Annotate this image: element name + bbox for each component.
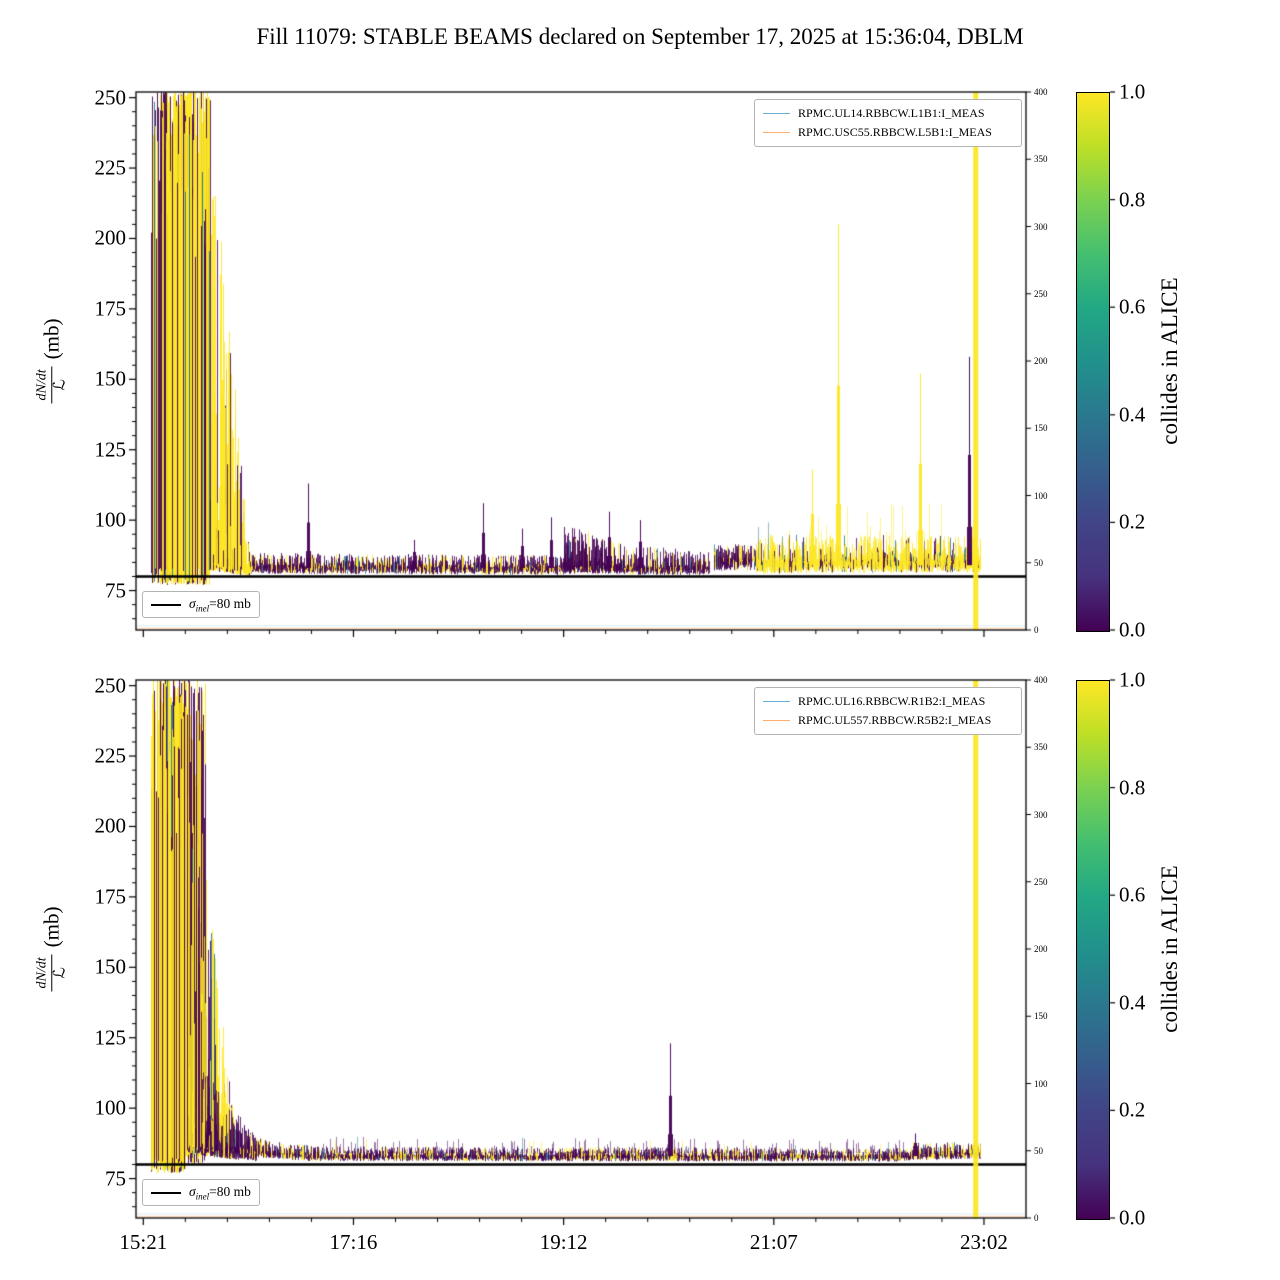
colorbar-bottom bbox=[1076, 680, 1110, 1220]
x-tick-label: 15:21 bbox=[119, 1230, 168, 1254]
legend-entry-label: RPMC.UL14.RBBCW.L1B1:I_MEAS bbox=[798, 106, 985, 120]
right-axis-tick-label: 200 bbox=[1034, 944, 1048, 954]
colorbar-label-bottom: collides in ALICE bbox=[1157, 865, 1182, 1033]
colorbar-tick-label: 0.8 bbox=[1119, 187, 1146, 212]
sigma-legend: σinel=80 mb bbox=[142, 1179, 260, 1206]
measurement-legend: RPMC.UL16.RBBCW.R1B2:I_MEAS RPMC.UL557.RB… bbox=[754, 687, 1022, 735]
figure-title: Fill 11079: STABLE BEAMS declared on Sep… bbox=[256, 24, 1024, 49]
measurement-legend: RPMC.UL14.RBBCW.L1B1:I_MEAS RPMC.USC55.RB… bbox=[754, 99, 1022, 147]
sigma-legend-row: σinel=80 mb bbox=[151, 1184, 251, 1201]
legend-entry: RPMC.UL16.RBBCW.R1B2:I_MEAS bbox=[763, 692, 1013, 711]
right-axis-tick-label: 50 bbox=[1034, 1145, 1043, 1156]
colorbar-tick-label: 0.0 bbox=[1119, 617, 1146, 642]
y-tick-label: 200 bbox=[94, 225, 127, 250]
sigma-line-sample-icon bbox=[151, 1191, 181, 1194]
colorbar-tick-label: 0.8 bbox=[1119, 775, 1146, 800]
y-tick-label: 100 bbox=[94, 507, 127, 532]
right-axis-tick-label: 400 bbox=[1034, 675, 1048, 685]
right-axis-tick-label: 0 bbox=[1034, 1213, 1039, 1223]
y-axis-numerator: dN/dt bbox=[34, 954, 52, 992]
colorbar-tick-label: 0.0 bbox=[1119, 1205, 1146, 1230]
x-tick-label: 19:12 bbox=[539, 1230, 588, 1254]
y-tick-label: 100 bbox=[94, 1095, 127, 1120]
right-axis-tick-label: 0 bbox=[1034, 625, 1039, 635]
y-tick-label: 175 bbox=[94, 884, 127, 909]
colorbar-tick-label: 0.2 bbox=[1119, 1097, 1146, 1122]
right-axis-tick-label: 300 bbox=[1034, 809, 1048, 820]
legend-line-sample-icon bbox=[763, 113, 790, 114]
y-tick-label: 150 bbox=[94, 366, 127, 391]
y-tick-label: 225 bbox=[94, 743, 127, 768]
x-tick-label: 23:02 bbox=[960, 1230, 1008, 1254]
colorbar-tick-label: 0.6 bbox=[1119, 294, 1146, 319]
y-tick-label: 200 bbox=[94, 813, 127, 838]
y-tick-label: 225 bbox=[94, 155, 127, 180]
y-tick-label: 125 bbox=[94, 437, 127, 462]
legend-entry-label: RPMC.UL16.RBBCW.R1B2:I_MEAS bbox=[798, 694, 986, 708]
sigma-line-sample-icon bbox=[151, 603, 181, 606]
y-tick-label: 175 bbox=[94, 296, 127, 321]
right-axis-tick-label: 350 bbox=[1034, 154, 1048, 165]
legend-line-sample-icon bbox=[763, 132, 790, 133]
colorbar-tick-label: 0.2 bbox=[1119, 509, 1146, 534]
colorbar-tick-label: 0.6 bbox=[1119, 882, 1146, 907]
y-tick-label: 250 bbox=[94, 85, 127, 110]
colorbar-label-top: collides in ALICE bbox=[1157, 277, 1182, 445]
colorbar-tick-label: 0.4 bbox=[1119, 990, 1146, 1015]
y-tick-label: 150 bbox=[94, 954, 127, 979]
legend-line-sample-icon bbox=[763, 701, 790, 702]
right-axis-tick-label: 50 bbox=[1034, 557, 1043, 568]
right-axis-tick-label: 250 bbox=[1034, 288, 1048, 299]
y-tick-label: 125 bbox=[94, 1025, 127, 1050]
right-axis-tick-label: 300 bbox=[1034, 221, 1048, 232]
colorbar-tick-label: 1.0 bbox=[1119, 667, 1146, 692]
right-axis-tick-label: 150 bbox=[1034, 423, 1048, 434]
right-axis-tick-label: 150 bbox=[1034, 1011, 1048, 1022]
right-axis-tick-label: 350 bbox=[1034, 742, 1048, 753]
colorbar-top bbox=[1076, 92, 1110, 632]
sigma-label: σinel=80 mb bbox=[189, 595, 251, 614]
y-tick-label: 75 bbox=[105, 1166, 126, 1191]
legend-entry: RPMC.USC55.RBBCW.L5B1:I_MEAS bbox=[763, 123, 1013, 142]
legend-entry-label: RPMC.UL557.RBBCW.R5B2:I_MEAS bbox=[798, 713, 992, 727]
y-axis-unit: (mb) bbox=[39, 906, 64, 948]
y-tick-label: 250 bbox=[94, 673, 127, 698]
sigma-legend-row: σinel=80 mb bbox=[151, 596, 251, 613]
colorbar-tick-label: 1.0 bbox=[1119, 79, 1146, 104]
right-axis-tick-label: 100 bbox=[1034, 490, 1048, 501]
legend-entry-label: RPMC.USC55.RBBCW.L5B1:I_MEAS bbox=[798, 125, 992, 139]
right-axis-tick-label: 250 bbox=[1034, 876, 1048, 887]
y-axis-numerator: dN/dt bbox=[34, 366, 52, 404]
x-tick-label: 21:07 bbox=[749, 1230, 798, 1254]
colorbar-tick-label: 0.4 bbox=[1119, 402, 1146, 427]
right-axis-tick-label: 200 bbox=[1034, 356, 1048, 366]
y-axis-unit: (mb) bbox=[39, 318, 64, 360]
legend-entry: RPMC.UL14.RBBCW.L1B1:I_MEAS bbox=[763, 104, 1013, 123]
x-tick-label: 17:16 bbox=[329, 1230, 378, 1254]
y-tick-label: 75 bbox=[105, 578, 126, 603]
sigma-label: σinel=80 mb bbox=[189, 1183, 251, 1202]
right-axis-tick-label: 400 bbox=[1034, 87, 1048, 97]
right-axis-tick-label: 100 bbox=[1034, 1078, 1048, 1089]
legend-entry: RPMC.UL557.RBBCW.R5B2:I_MEAS bbox=[763, 711, 1013, 730]
legend-line-sample-icon bbox=[763, 720, 790, 721]
sigma-legend: σinel=80 mb bbox=[142, 591, 260, 618]
